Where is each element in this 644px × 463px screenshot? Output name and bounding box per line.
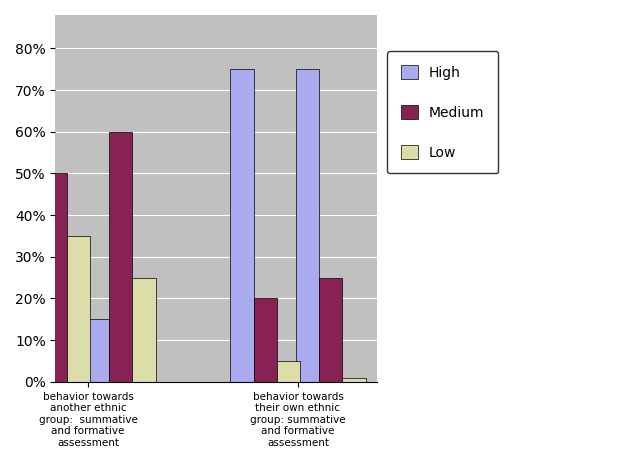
Bar (254, 299, 277, 382)
Bar (296, 69, 319, 382)
Bar (277, 361, 300, 382)
Bar (319, 278, 342, 382)
Bar (109, 132, 133, 382)
Bar (342, 378, 366, 382)
Bar (231, 69, 254, 382)
Bar (67, 236, 90, 382)
Bar (44, 174, 67, 382)
Bar (86, 319, 109, 382)
Bar (21, 319, 44, 382)
Bar (133, 278, 156, 382)
Legend: High, Medium, Low: High, Medium, Low (388, 51, 498, 174)
